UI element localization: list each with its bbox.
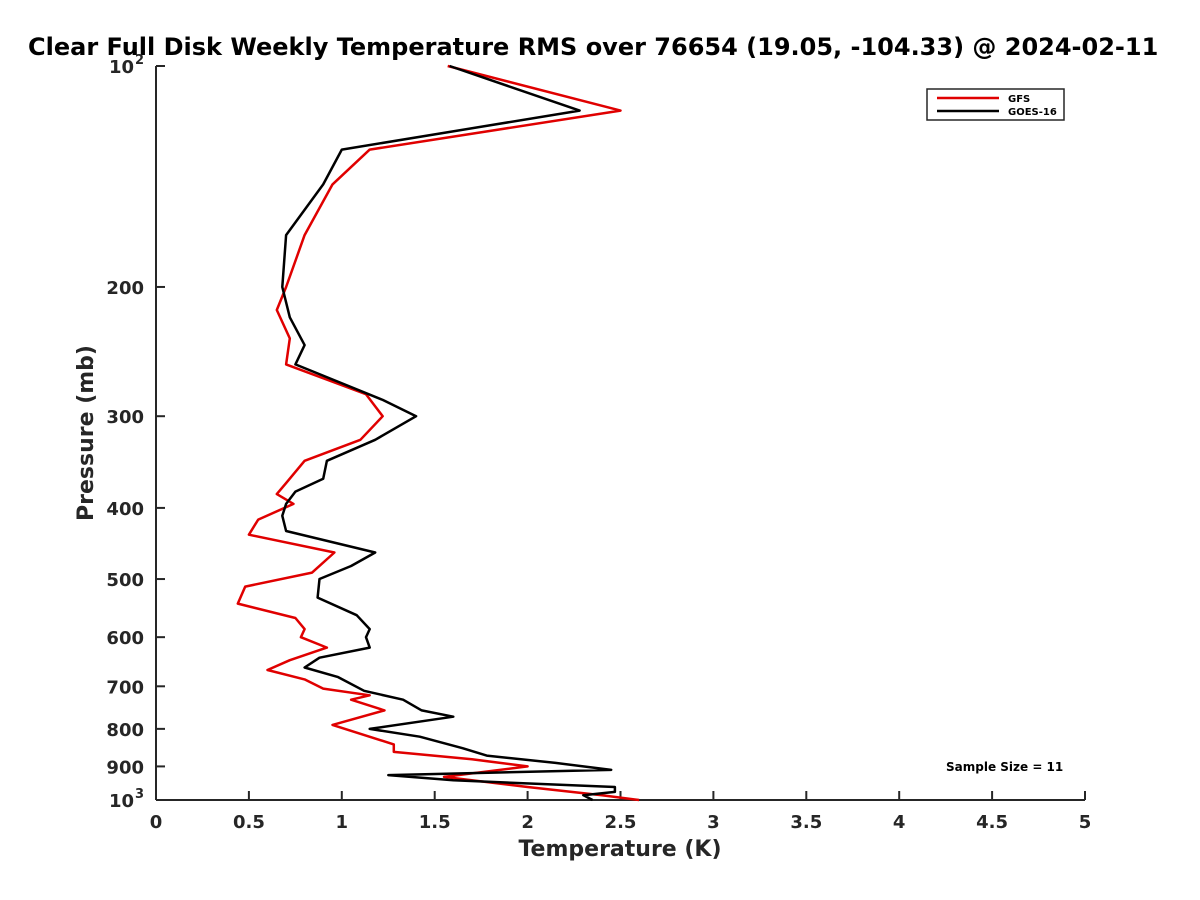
x-axis-ticks: 0 0.5 1 1.5 2 2.5 3 3.5 4 4.5 5	[150, 791, 1092, 833]
series-lines	[236, 64, 640, 802]
y-tick-label: 900	[106, 757, 144, 778]
y-tick-label: 200	[106, 278, 144, 299]
y-tick-label: 10	[109, 791, 134, 812]
y-tick-label: 300	[106, 407, 144, 428]
y-tick-label: 600	[106, 628, 144, 649]
x-axis-label: Temperature (K)	[518, 837, 721, 862]
legend-label-gfs: GFS	[1008, 94, 1030, 105]
x-tick-label: 1.5	[419, 812, 451, 833]
y-tick-label: 500	[106, 570, 144, 591]
legend-label-goes-16: GOES-16	[1008, 107, 1057, 118]
y-tick-label: 10	[109, 57, 134, 78]
y-tick-exponent: 2	[135, 53, 144, 68]
plot-area	[155, 66, 1085, 801]
series-line-gfs	[236, 64, 640, 802]
x-tick-label: 0	[150, 812, 163, 833]
chart-title: Clear Full Disk Weekly Temperature RMS o…	[28, 33, 1158, 61]
y-tick-label: 700	[106, 677, 144, 698]
y-tick-label: 800	[106, 720, 144, 741]
y-axis-label: Pressure (mb)	[74, 345, 99, 521]
x-tick-label: 2.5	[605, 812, 637, 833]
series-line-goes-16	[281, 64, 617, 802]
x-tick-label: 3.5	[790, 812, 822, 833]
sample-size-annotation: Sample Size = 11	[946, 760, 1063, 774]
legend: GFS GOES-16	[926, 88, 1065, 121]
x-tick-label: 4	[893, 812, 906, 833]
y-tick-exponent: 3	[135, 787, 144, 802]
x-tick-label: 3	[707, 812, 720, 833]
x-tick-label: 0.5	[233, 812, 265, 833]
x-tick-label: 5	[1079, 812, 1092, 833]
x-tick-label: 4.5	[976, 812, 1008, 833]
legend-box	[926, 88, 1065, 121]
y-tick-label: 400	[106, 499, 144, 520]
x-tick-label: 1	[336, 812, 349, 833]
x-tick-label: 2	[521, 812, 534, 833]
